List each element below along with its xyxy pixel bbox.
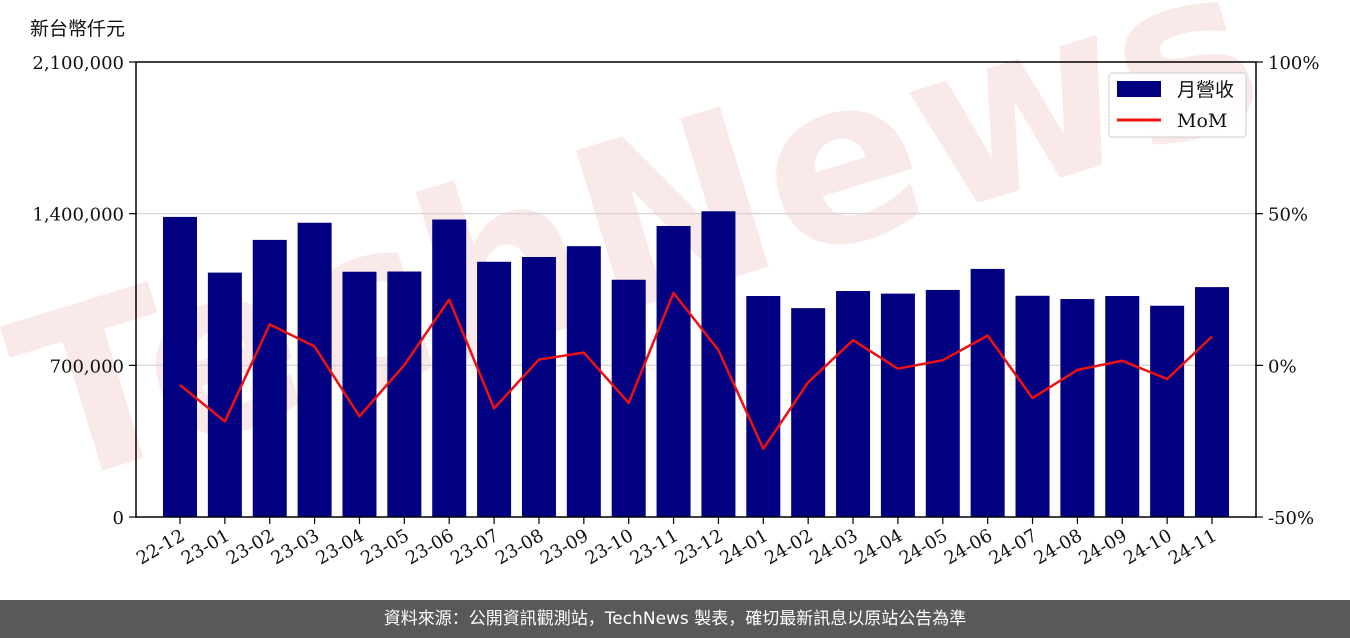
revenue-bar [432, 219, 467, 517]
x-tick-label: 24-06 [941, 525, 996, 569]
x-tick-label: 23-02 [223, 525, 278, 569]
x-tick-label: 24-10 [1120, 525, 1175, 569]
revenue-bar [880, 293, 915, 517]
x-tick-label: 24-04 [851, 525, 906, 569]
left-tick-label: 1,400,000 [32, 205, 124, 226]
x-tick-label: 23-08 [492, 525, 547, 569]
revenue-bar [477, 261, 512, 517]
revenue-bar [611, 279, 646, 517]
left-tick-label: 2,100,000 [32, 53, 124, 74]
revenue-bar [791, 308, 826, 517]
x-tick-label: 23-09 [537, 525, 592, 569]
x-tick-label: 24-01 [716, 525, 771, 569]
right-tick-label: 100% [1268, 53, 1319, 74]
x-tick-label: 24-03 [806, 525, 861, 569]
revenue-bar [297, 222, 332, 517]
revenue-bar [925, 289, 960, 517]
left-tick-label: 700,000 [50, 356, 124, 377]
x-tick-label: 23-06 [402, 525, 457, 569]
revenue-bar [387, 271, 422, 517]
revenue-bar [1105, 296, 1140, 517]
legend-swatch-bar [1117, 81, 1161, 97]
plot-frame [135, 61, 1257, 518]
x-tick-label: 23-11 [627, 525, 682, 569]
x-tick-label: 24-07 [986, 525, 1041, 569]
revenue-bar [566, 246, 601, 517]
x-tick-label: 24-02 [761, 525, 816, 569]
revenue-bar [252, 239, 287, 517]
revenue-bar [521, 257, 556, 517]
x-tick-label: 23-05 [357, 525, 412, 569]
right-tick-label: -50% [1268, 508, 1314, 529]
x-tick-label: 23-03 [268, 525, 323, 569]
revenue-bar [970, 268, 1005, 517]
revenue-bar [836, 291, 871, 517]
revenue-bar [1060, 299, 1095, 517]
mom-line [179, 291, 1213, 450]
x-tick-label: 24-05 [896, 525, 951, 569]
right-tick-label: 50% [1268, 205, 1308, 226]
revenue-bar [342, 271, 377, 517]
revenue-bars [163, 211, 1229, 518]
left-tick-label: 0 [113, 508, 124, 529]
revenue-bar [656, 226, 691, 517]
revenue-bar [1150, 305, 1185, 517]
revenue-bar [1195, 287, 1229, 517]
source-footer: 資料來源：公開資訊觀測站，TechNews 製表，確切最新訊息以原站公告為準 [0, 600, 1350, 638]
x-tick-label: 24-11 [1165, 525, 1220, 569]
revenue-bar [746, 296, 781, 517]
axes [135, 61, 1257, 518]
legend: 月營收 MoM [1108, 72, 1247, 138]
revenue-bar [163, 216, 197, 517]
right-axis-ticks: -50% 0% 50% 100% [1256, 53, 1319, 529]
left-axis-ticks: 0 700,000 1,400,000 2,100,000 [32, 53, 136, 529]
right-tick-label: 0% [1268, 356, 1297, 377]
x-tick-label: 23-07 [447, 525, 502, 569]
x-tick-label: 22-12 [133, 525, 188, 569]
legend-label-revenue: 月營收 [1177, 79, 1234, 101]
revenue-bar [1015, 295, 1050, 517]
x-tick-label: 23-10 [582, 525, 637, 569]
x-tick-label: 23-01 [178, 525, 233, 569]
x-tick-label: 24-09 [1075, 525, 1130, 569]
x-tick-label: 23-12 [671, 525, 726, 569]
legend-label-mom: MoM [1177, 110, 1227, 132]
x-tick-label: 23-04 [313, 525, 368, 569]
x-tick-label: 24-08 [1030, 525, 1085, 569]
revenue-bar [701, 211, 736, 518]
y-axis-unit-label: 新台幣仟元 [30, 18, 126, 40]
x-axis-ticks: 22-1223-0123-0223-0323-0423-0523-0623-07… [133, 517, 1221, 569]
mom-series-line [179, 291, 1213, 450]
